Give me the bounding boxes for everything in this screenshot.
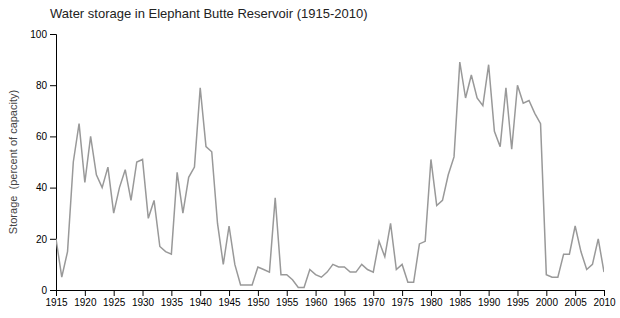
- tick: 1990: [478, 290, 501, 308]
- tick-mark: [604, 290, 605, 296]
- tick-mark: [50, 34, 56, 35]
- tick-label: 1960: [305, 297, 328, 308]
- tick-label: 2005: [565, 297, 588, 308]
- tick: 1955: [276, 290, 299, 308]
- line: [56, 62, 604, 287]
- tick: 1960: [305, 290, 328, 308]
- tick-label: 80: [36, 80, 48, 91]
- tick-mark: [114, 290, 115, 296]
- tick-label: 60: [36, 131, 48, 142]
- tick-label: 1915: [45, 297, 68, 308]
- tick-label: 2010: [593, 297, 616, 308]
- tick-label: 1930: [132, 297, 155, 308]
- tick-mark: [575, 290, 576, 296]
- tick-label: 1920: [74, 297, 97, 308]
- marks: [56, 62, 604, 287]
- tick-label: 0: [41, 285, 47, 296]
- tick: 1965: [334, 290, 357, 308]
- tick: 2000: [536, 290, 559, 308]
- x-axis: 1915 1920 1925 1930 1935 1940 1945 1950 1955 1960…: [45, 290, 616, 308]
- tick-label: 1985: [449, 297, 472, 308]
- axis-line: [57, 291, 605, 297]
- tick: 0: [41, 285, 56, 296]
- tick: 1945: [218, 290, 241, 308]
- y-axis-title: Storage (percent of capacity): [7, 90, 19, 234]
- tick-mark: [460, 290, 461, 296]
- tick: 100: [30, 29, 56, 40]
- chart: 1915 1920 1925 1930 1935 1940 1945 1950 1955 1960…: [0, 0, 620, 318]
- tick-label: 1965: [334, 297, 357, 308]
- tick-mark: [258, 290, 259, 296]
- tick-mark: [431, 290, 432, 296]
- tick-label: 1955: [276, 297, 299, 308]
- tick-label: 1970: [363, 297, 386, 308]
- tick-label: 1980: [420, 297, 443, 308]
- tick-label: 100: [30, 29, 47, 40]
- tick-mark: [50, 188, 56, 189]
- tick: 1930: [132, 290, 155, 308]
- tick-mark: [143, 290, 144, 296]
- tick-label: 1925: [103, 297, 126, 308]
- tick-mark: [229, 290, 230, 296]
- tick: 2010: [593, 290, 616, 308]
- tick-label: 1975: [391, 297, 414, 308]
- title: Water storage in Elephant Butte Reservoi…: [50, 6, 367, 21]
- tick: 1995: [507, 290, 530, 308]
- tick-label: 20: [36, 234, 48, 245]
- tick-label: 1940: [190, 297, 213, 308]
- tick-label: 2000: [536, 297, 559, 308]
- tick-mark: [402, 290, 403, 296]
- tick-mark: [489, 290, 490, 296]
- tick-label: 1995: [507, 297, 530, 308]
- tick-label: 1950: [247, 297, 270, 308]
- tick: 1980: [420, 290, 443, 308]
- tick-mark: [50, 239, 56, 240]
- tick-label: 1945: [218, 297, 241, 308]
- tick-mark: [50, 290, 56, 291]
- axis-line: [50, 35, 57, 291]
- tick: 2005: [565, 290, 588, 308]
- tick: 1940: [190, 290, 213, 308]
- tick: 60: [36, 131, 56, 142]
- tick-mark: [85, 290, 86, 296]
- tick: 1925: [103, 290, 126, 308]
- tick: 1935: [161, 290, 184, 308]
- tick: 1920: [74, 290, 97, 308]
- tick-mark: [316, 290, 317, 296]
- tick: 1975: [391, 290, 414, 308]
- tick-mark: [50, 85, 56, 86]
- tick-label: 1935: [161, 297, 184, 308]
- tick: 1915: [45, 290, 68, 308]
- tick-label: 1990: [478, 297, 501, 308]
- y-axis: 0 20 40 60 80 100: [30, 29, 56, 296]
- tick-mark: [287, 290, 288, 296]
- tick: 1970: [363, 290, 386, 308]
- tick-mark: [171, 290, 172, 296]
- tick: 80: [36, 80, 56, 91]
- tick-mark: [200, 290, 201, 296]
- tick-mark: [546, 290, 547, 296]
- tick-mark: [344, 290, 345, 296]
- tick-label: 40: [36, 182, 48, 193]
- plot-area: 1915 1920 1925 1930 1935 1940 1945 1950 1955 1960…: [30, 29, 616, 308]
- tick: 20: [36, 234, 56, 245]
- tick: 1985: [449, 290, 472, 308]
- tick: 1950: [247, 290, 270, 308]
- tick-mark: [517, 290, 518, 296]
- tick-mark: [50, 136, 56, 137]
- tick-mark: [373, 290, 374, 296]
- tick: 40: [36, 182, 56, 193]
